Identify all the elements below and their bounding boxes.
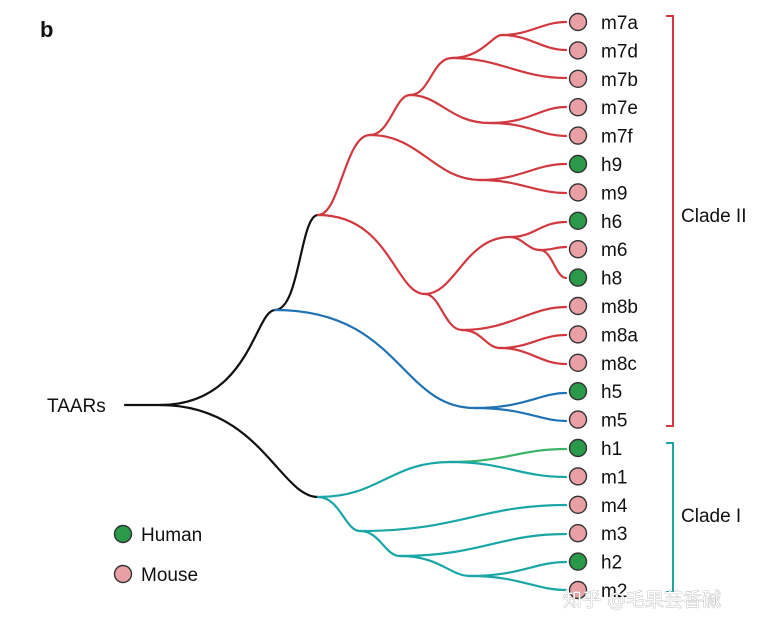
branch-root-to-clade1 (158, 403, 320, 499)
leaf-node-h9 (568, 154, 588, 174)
leaf-node-m4 (568, 495, 588, 514)
clade1-label: Clade I (681, 506, 741, 527)
watermark: 知乎 @毛果芸香碱 (563, 589, 721, 611)
legend-mouse-label: Mouse (141, 565, 198, 586)
leaf-node-m8c (568, 353, 588, 372)
leaf-node-h8 (568, 268, 588, 287)
leaf-node-m3 (568, 524, 588, 543)
leaf-node-m5 (568, 410, 588, 429)
leaf-label-h6: h6 (601, 212, 622, 233)
leaf-label-m8c: m8c (601, 354, 637, 375)
leaf-label-m7b: m7b (601, 70, 638, 91)
leaf-label-m8b: m8b (601, 297, 638, 318)
leaf-node-m7e (568, 97, 588, 117)
leaf-label-m7e: m7e (601, 98, 638, 119)
leaf-label-m8a: m8a (601, 325, 638, 346)
leaf-node-m7b (568, 69, 588, 89)
leaf-label-m7d: m7d (601, 41, 638, 62)
leaf-node-m7d (568, 41, 588, 60)
leaf-label-m1: m1 (601, 467, 627, 488)
leaf-label-m4: m4 (601, 496, 628, 517)
trunk-branches (123, 213, 320, 499)
leaf-node-h5 (568, 382, 588, 401)
leaf-node-m8a (568, 325, 588, 344)
branch-to-h5 (473, 391, 568, 410)
leaf-node-m2 (568, 580, 588, 600)
branch-to-m5 (473, 406, 568, 423)
leaf-label-m5: m5 (601, 411, 627, 432)
clade2-branches (316, 20, 568, 366)
leaf-label-m3: m3 (601, 524, 627, 545)
legend-mouse-marker (113, 564, 133, 584)
taar5-branches (273, 308, 568, 423)
clade-brackets: Clade II Clade I (666, 15, 746, 593)
leaf-label-m7f: m7f (601, 127, 633, 148)
leaf-label-h8: h8 (601, 269, 622, 290)
leaf-label-m6: m6 (601, 240, 627, 261)
clade2-label: Clade II (681, 206, 746, 227)
root-label: TAARs (47, 396, 106, 417)
branch-upper-to-clade2 (273, 213, 320, 312)
leaf-node-m6 (568, 239, 588, 259)
legend-human-marker (113, 524, 133, 544)
legend-human-label: Human (141, 525, 202, 546)
leaf-node-m9 (568, 183, 588, 202)
leaf-label-m7a: m7a (601, 13, 638, 34)
leaf-label-m2: m2 (601, 581, 627, 602)
leaf-node-h2 (568, 552, 588, 571)
leaf-node-m8b (568, 296, 588, 316)
leaf-node-m7f (568, 126, 588, 145)
clade1-branches (316, 447, 568, 592)
leaf-node-h6 (568, 211, 588, 231)
panel-label: b (40, 17, 53, 42)
clade2-bracket (666, 15, 674, 427)
clade1-bracket (666, 442, 674, 593)
legend: Human Mouse (113, 524, 202, 586)
branch-upper-to-taar5 (273, 308, 477, 410)
leaf-label-m9: m9 (601, 183, 627, 204)
leaf-label-h2: h2 (601, 553, 622, 574)
branch-root-to-upper (158, 308, 277, 407)
leaf-node-m1 (568, 467, 588, 486)
leaf-label-h9: h9 (601, 155, 622, 176)
leaf-label-h5: h5 (601, 382, 622, 403)
leaf-node-h1 (568, 438, 588, 458)
leaf-node-m7a (568, 12, 588, 32)
leaf-label-h1: h1 (601, 439, 622, 460)
leaf-nodes: m7a m7d m7b m7e m7f h9 m9 h6 m6 h8 m8b m8a m8c h5 m5 h1… (568, 12, 638, 602)
